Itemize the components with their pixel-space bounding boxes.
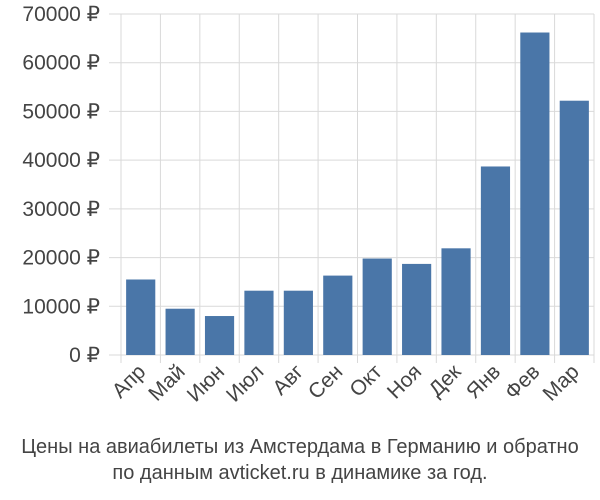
bar	[244, 290, 274, 355]
y-axis-ticks: 0 ₽ 10000 ₽ 20000 ₽ 30000 ₽ 40000 ₽ 50000 ₽ 60…	[22, 3, 100, 367]
x-tick-label: Мар	[539, 360, 584, 405]
x-tick-label: Сен	[304, 360, 347, 403]
x-tick-label: Янв	[462, 360, 505, 403]
y-tick-label: 70000 ₽	[22, 3, 100, 26]
y-tick-label: 50000 ₽	[22, 100, 100, 123]
bar	[323, 275, 353, 355]
bar	[480, 166, 511, 355]
bar	[283, 290, 313, 355]
y-tick-label: 40000 ₽	[22, 149, 100, 172]
x-tick-label: Май	[144, 360, 189, 405]
y-tick-label: 10000 ₽	[22, 295, 100, 318]
bar	[402, 263, 432, 355]
bars	[126, 32, 589, 356]
x-tick-label: Июн	[183, 360, 229, 406]
bar	[204, 316, 235, 355]
chart-caption-line-1: Цены на авиабилеты из Амстердама в Герма…	[21, 436, 579, 458]
x-tick-label: Фев	[501, 360, 545, 404]
bar-chart: 0 ₽ 10000 ₽ 20000 ₽ 30000 ₽ 40000 ₽ 50000 ₽ 60…	[22, 3, 595, 407]
chart-caption-line-2: по данным avticket.ru в динамике за год.	[112, 462, 488, 484]
y-tick-label: 30000 ₽	[22, 198, 100, 221]
y-tick-label: 0 ₽	[69, 344, 100, 367]
x-tick-label: Июл	[222, 360, 268, 406]
bar	[165, 308, 195, 355]
bar	[126, 279, 156, 355]
x-tick-label: Ноя	[383, 360, 426, 403]
bar	[520, 32, 550, 356]
bar	[559, 100, 589, 355]
x-tick-label: Окт	[345, 360, 387, 402]
x-tick-label: Апр	[108, 360, 150, 402]
bar	[441, 248, 471, 355]
y-tick-label: 60000 ₽	[22, 52, 100, 75]
bar	[362, 258, 392, 355]
y-tick-label: 20000 ₽	[22, 247, 100, 270]
x-tick-label: Дек	[424, 360, 466, 402]
grid-lines	[109, 13, 595, 363]
x-tick-label: Авг	[268, 360, 308, 400]
